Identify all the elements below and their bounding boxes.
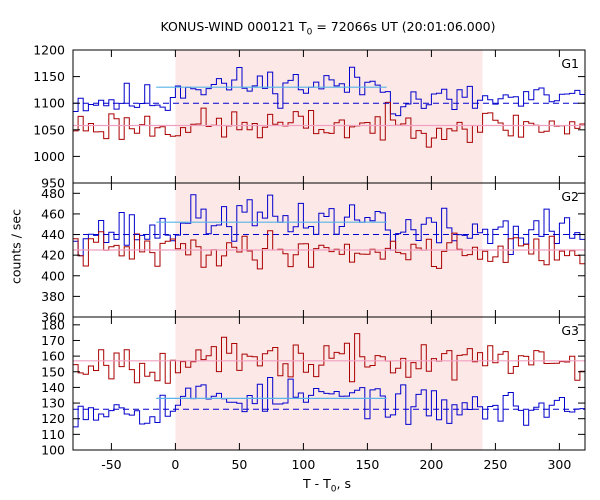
y-tick-label: 140 xyxy=(41,380,65,395)
y-tick-label: 170 xyxy=(41,333,65,348)
panel-label: G1 xyxy=(561,56,579,71)
y-tick-label: 120 xyxy=(41,411,65,426)
y-tick-label: 400 xyxy=(41,268,65,283)
y-tick-label: 380 xyxy=(41,289,65,304)
y-tick-label: 1200 xyxy=(33,43,65,58)
x-tick-label: 300 xyxy=(547,457,571,472)
y-tick-label: 460 xyxy=(41,206,65,221)
series-counts-g1 xyxy=(73,66,585,117)
series-ratio-g1 xyxy=(73,101,585,148)
y-axis-label: counts / sec xyxy=(8,209,24,285)
panel-frame-g3 xyxy=(72,316,586,451)
panel-label: G2 xyxy=(561,189,579,204)
y-tick-label: 360 xyxy=(41,310,65,325)
y-tick-label: 150 xyxy=(41,364,65,379)
series-ratio-g3 xyxy=(73,333,585,384)
x-tick-label: 0 xyxy=(171,457,179,472)
x-tick-label: 200 xyxy=(419,457,443,472)
y-tick-label: 100 xyxy=(41,443,65,458)
y-tick-label: 1150 xyxy=(33,69,65,84)
chart-title: KONUS-WIND 000121 T0 = 72066s UT (20:01:… xyxy=(160,19,496,38)
x-tick-label: 100 xyxy=(291,457,315,472)
x-tick-label: 50 xyxy=(231,457,247,472)
shaded-interval xyxy=(175,50,483,183)
x-tick-label: -50 xyxy=(101,457,121,472)
x-tick-label: 150 xyxy=(355,457,379,472)
y-tick-label: 420 xyxy=(41,248,65,263)
y-tick-label: 160 xyxy=(41,349,65,364)
x-axis-label: T - T0, s xyxy=(303,476,351,495)
series-counts-g3 xyxy=(73,377,585,428)
y-tick-label: 1050 xyxy=(33,122,65,137)
y-tick-label: 130 xyxy=(41,396,65,411)
y-tick-label: 1100 xyxy=(33,96,65,111)
panel-label: G3 xyxy=(561,323,579,338)
y-tick-label: 950 xyxy=(41,176,65,191)
y-tick-label: 110 xyxy=(41,427,65,442)
y-tick-label: 1000 xyxy=(33,149,65,164)
y-tick-label: 480 xyxy=(41,186,65,201)
series-counts-g2 xyxy=(73,194,585,257)
y-tick-label: 440 xyxy=(41,227,65,242)
x-tick-label: 250 xyxy=(483,457,507,472)
y-tick-label: 180 xyxy=(41,317,65,332)
